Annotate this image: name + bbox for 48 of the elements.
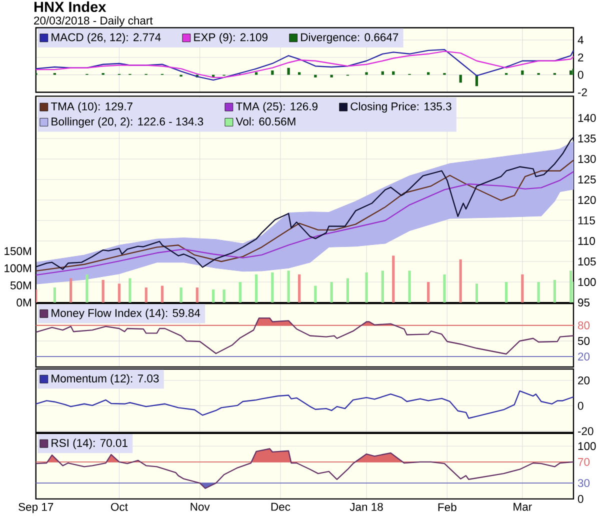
y-tick-label: 0 [578,495,584,504]
y-tick-label: 50 [578,337,590,346]
x-tick-label: Oct [111,503,128,512]
y-tick-label: 30 [578,479,590,488]
y-tick-label: 110 [578,237,595,246]
y-tick-label: 20 [578,352,590,361]
y-tick-label: 100 [578,278,596,286]
y-tick-label: -2 [578,88,587,96]
x-tick-label: Sep 17 [18,503,54,514]
y-tick-label: 105 [578,258,596,266]
legend-label: TMA (10): 129.7 [50,102,132,113]
legend-label: Divergence: 0.6647 [301,33,398,44]
x-tick-label: Feb [438,503,456,512]
legend-label: Closing Price: 135.3 [350,102,452,113]
x-tick-label: Jan 18 [350,503,383,512]
legend-label: RSI (14): 70.01 [52,438,128,450]
legend-label: Money Flow Index (14): 59.84 [52,308,200,320]
chart-title: HNX Index [34,2,106,12]
y-tick-label: 135 [578,134,596,143]
y-tick-label: 20 [578,376,590,385]
legend-label: Vol: 60.56M [236,117,296,126]
y-tick-label: 140 [578,114,596,122]
y-tick-label: 120 [578,196,596,204]
y-tick-label: -20 [578,427,594,436]
y2-tick-label: 100M [4,264,31,272]
y2-tick-label: 50M [10,282,31,290]
y-tick-label: 125 [578,176,596,184]
legend-label: Bollinger (20, 2): 122.6 - 134.3 [52,117,204,128]
y-tick-label: 100 [578,442,596,450]
x-tick-label: Nov [190,503,210,511]
y-tick-label: 2 [578,54,584,62]
chart-subtitle: 20/03/2018 - Daily chart [34,16,153,27]
y-tick-label: 80 [578,322,590,330]
y2-tick-label: 0M [16,298,31,307]
x-tick-label: Dec [271,503,290,511]
y-tick-label: 115 [578,216,595,225]
legend-label: MACD (26, 12): 2.774 [52,33,161,44]
y2-tick-label: 150M [4,247,31,256]
y-tick-label: 130 [578,155,596,164]
y-tick-label: 0 [578,402,584,410]
y-tick-label: 0 [578,70,584,79]
legend-label: TMA (25): 126.9 [236,102,318,113]
legend-label: EXP (9): 2.109 [194,33,268,44]
y-tick-label: 4 [578,36,584,44]
y-tick-label: 70 [578,458,590,466]
x-tick-label: Mar [514,503,532,511]
legend-label: Momentum (12): 7.03 [52,374,159,385]
y-tick-label: 95 [578,298,590,307]
